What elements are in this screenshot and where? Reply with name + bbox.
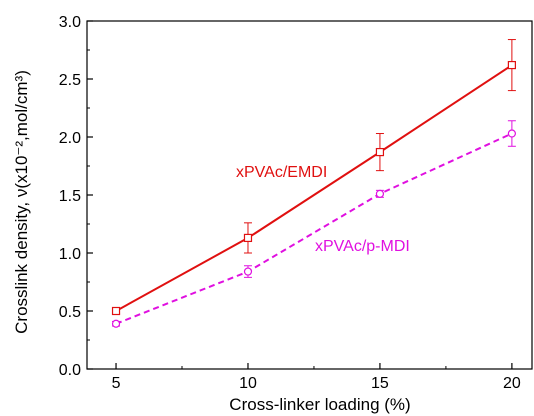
data-point-circle [375, 189, 385, 198]
data-point-square [375, 147, 385, 157]
data-point-circle [507, 129, 516, 138]
x-axis-title: Cross-linker loading (%) [229, 395, 410, 414]
x-tick-label: 10 [239, 375, 257, 392]
series-label-0: xPVAc/EMDI [236, 164, 327, 181]
plot-layer: 5 10 15 20 0.0 0.5 1.0 1.5 2.0 2.5 3.0 Cross-linker… [12, 14, 533, 414]
plot-frame [86, 20, 533, 370]
series-line-1 [115, 132, 513, 325]
y-tick-label: 2.0 [59, 130, 81, 147]
x-tick-label: 15 [371, 375, 389, 392]
data-point-circle [243, 267, 253, 276]
y-axis-title: Crosslink density, ν(x10⁻²,mol/cm³) [12, 70, 31, 334]
data-point-square [111, 306, 121, 316]
data-point-circle [111, 319, 121, 328]
y-tick-label: 2.5 [59, 72, 81, 89]
x-tick-label: 20 [503, 375, 521, 392]
series-label-1: xPVAc/p-MDI [315, 238, 410, 255]
y-tick-label: 3.0 [59, 14, 81, 31]
data-point-square [507, 60, 516, 70]
y-tick-label: 1.5 [59, 188, 81, 205]
series-line-0 [115, 64, 513, 312]
y-tick-label: 0.0 [59, 362, 81, 379]
data-point-square [243, 233, 253, 243]
x-tick-label: 5 [112, 375, 121, 392]
y-tick-label: 0.5 [59, 304, 81, 321]
y-tick-label: 1.0 [59, 246, 81, 263]
